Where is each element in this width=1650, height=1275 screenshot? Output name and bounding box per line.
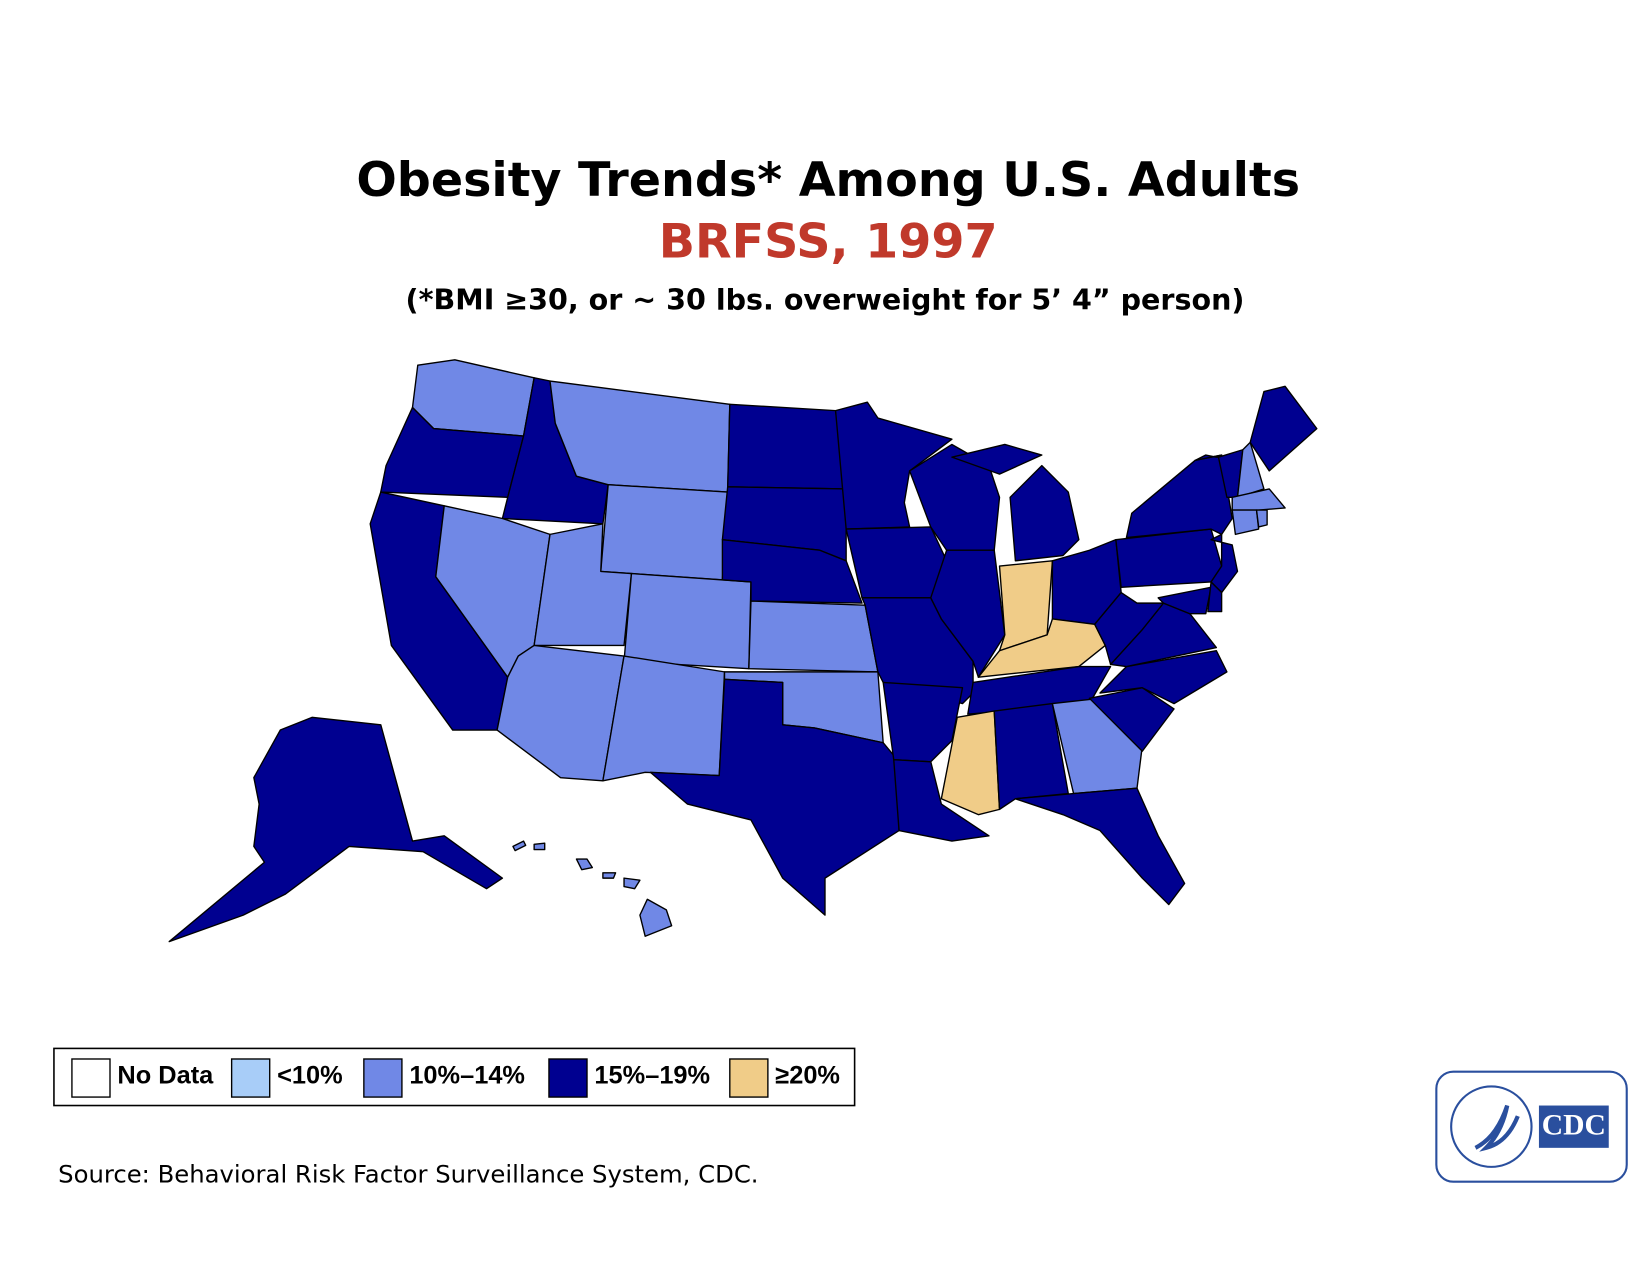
legend-box — [53, 1047, 856, 1107]
state — [1207, 581, 1223, 613]
state — [549, 380, 731, 493]
state — [168, 716, 504, 943]
legend: No Data <10% 10%–14% 15%–19% ≥20% — [71, 1058, 840, 1098]
state — [721, 538, 863, 604]
state — [1194, 454, 1223, 462]
legend-swatch — [548, 1058, 588, 1098]
state — [977, 618, 1106, 678]
state — [1249, 385, 1318, 472]
state — [1210, 533, 1239, 594]
state — [908, 443, 1001, 551]
state — [1125, 454, 1233, 539]
state — [1231, 488, 1286, 511]
state — [602, 655, 726, 782]
legend-label: 10%–14% — [409, 1062, 525, 1090]
logo-seal — [1450, 1085, 1533, 1168]
state — [649, 678, 900, 916]
legend-label: 15%–19% — [594, 1062, 710, 1090]
state — [623, 572, 752, 670]
state — [496, 644, 625, 782]
state — [748, 600, 879, 673]
state — [1088, 687, 1175, 752]
state — [512, 840, 673, 937]
logo-eagle — [1474, 1104, 1520, 1152]
legend-swatch — [363, 1058, 403, 1098]
legend-label: ≥20% — [775, 1062, 840, 1090]
state — [940, 710, 1001, 816]
state — [893, 758, 990, 842]
state — [1236, 441, 1265, 499]
state — [1115, 528, 1223, 588]
state — [727, 403, 847, 490]
state — [1157, 586, 1212, 615]
title: Obesity Trends* Among U.S. Adults — [356, 153, 1300, 208]
state — [411, 359, 535, 437]
legend-label: No Data — [117, 1062, 214, 1090]
subtitle: BRFSS, 1997 — [659, 215, 998, 270]
logo-text: CDC — [1542, 1110, 1606, 1142]
legend-swatch — [230, 1058, 271, 1098]
logo-box — [1538, 1105, 1609, 1148]
state — [1014, 787, 1186, 906]
legend-swatch — [71, 1058, 111, 1098]
state — [930, 549, 1006, 678]
state — [1255, 509, 1268, 528]
legend-label: <10% — [277, 1062, 343, 1090]
note: (*BMI ≥30, or ~ 30 lbs. overweight for 5… — [406, 283, 1245, 317]
state — [1231, 509, 1260, 536]
state — [882, 681, 964, 763]
source: Source: Behavioral Risk Factor Surveilla… — [58, 1159, 758, 1188]
state — [600, 483, 729, 581]
states — [168, 359, 1318, 943]
state — [845, 526, 948, 599]
legend-swatch — [729, 1058, 769, 1098]
state — [951, 443, 1080, 562]
state — [1094, 591, 1165, 666]
